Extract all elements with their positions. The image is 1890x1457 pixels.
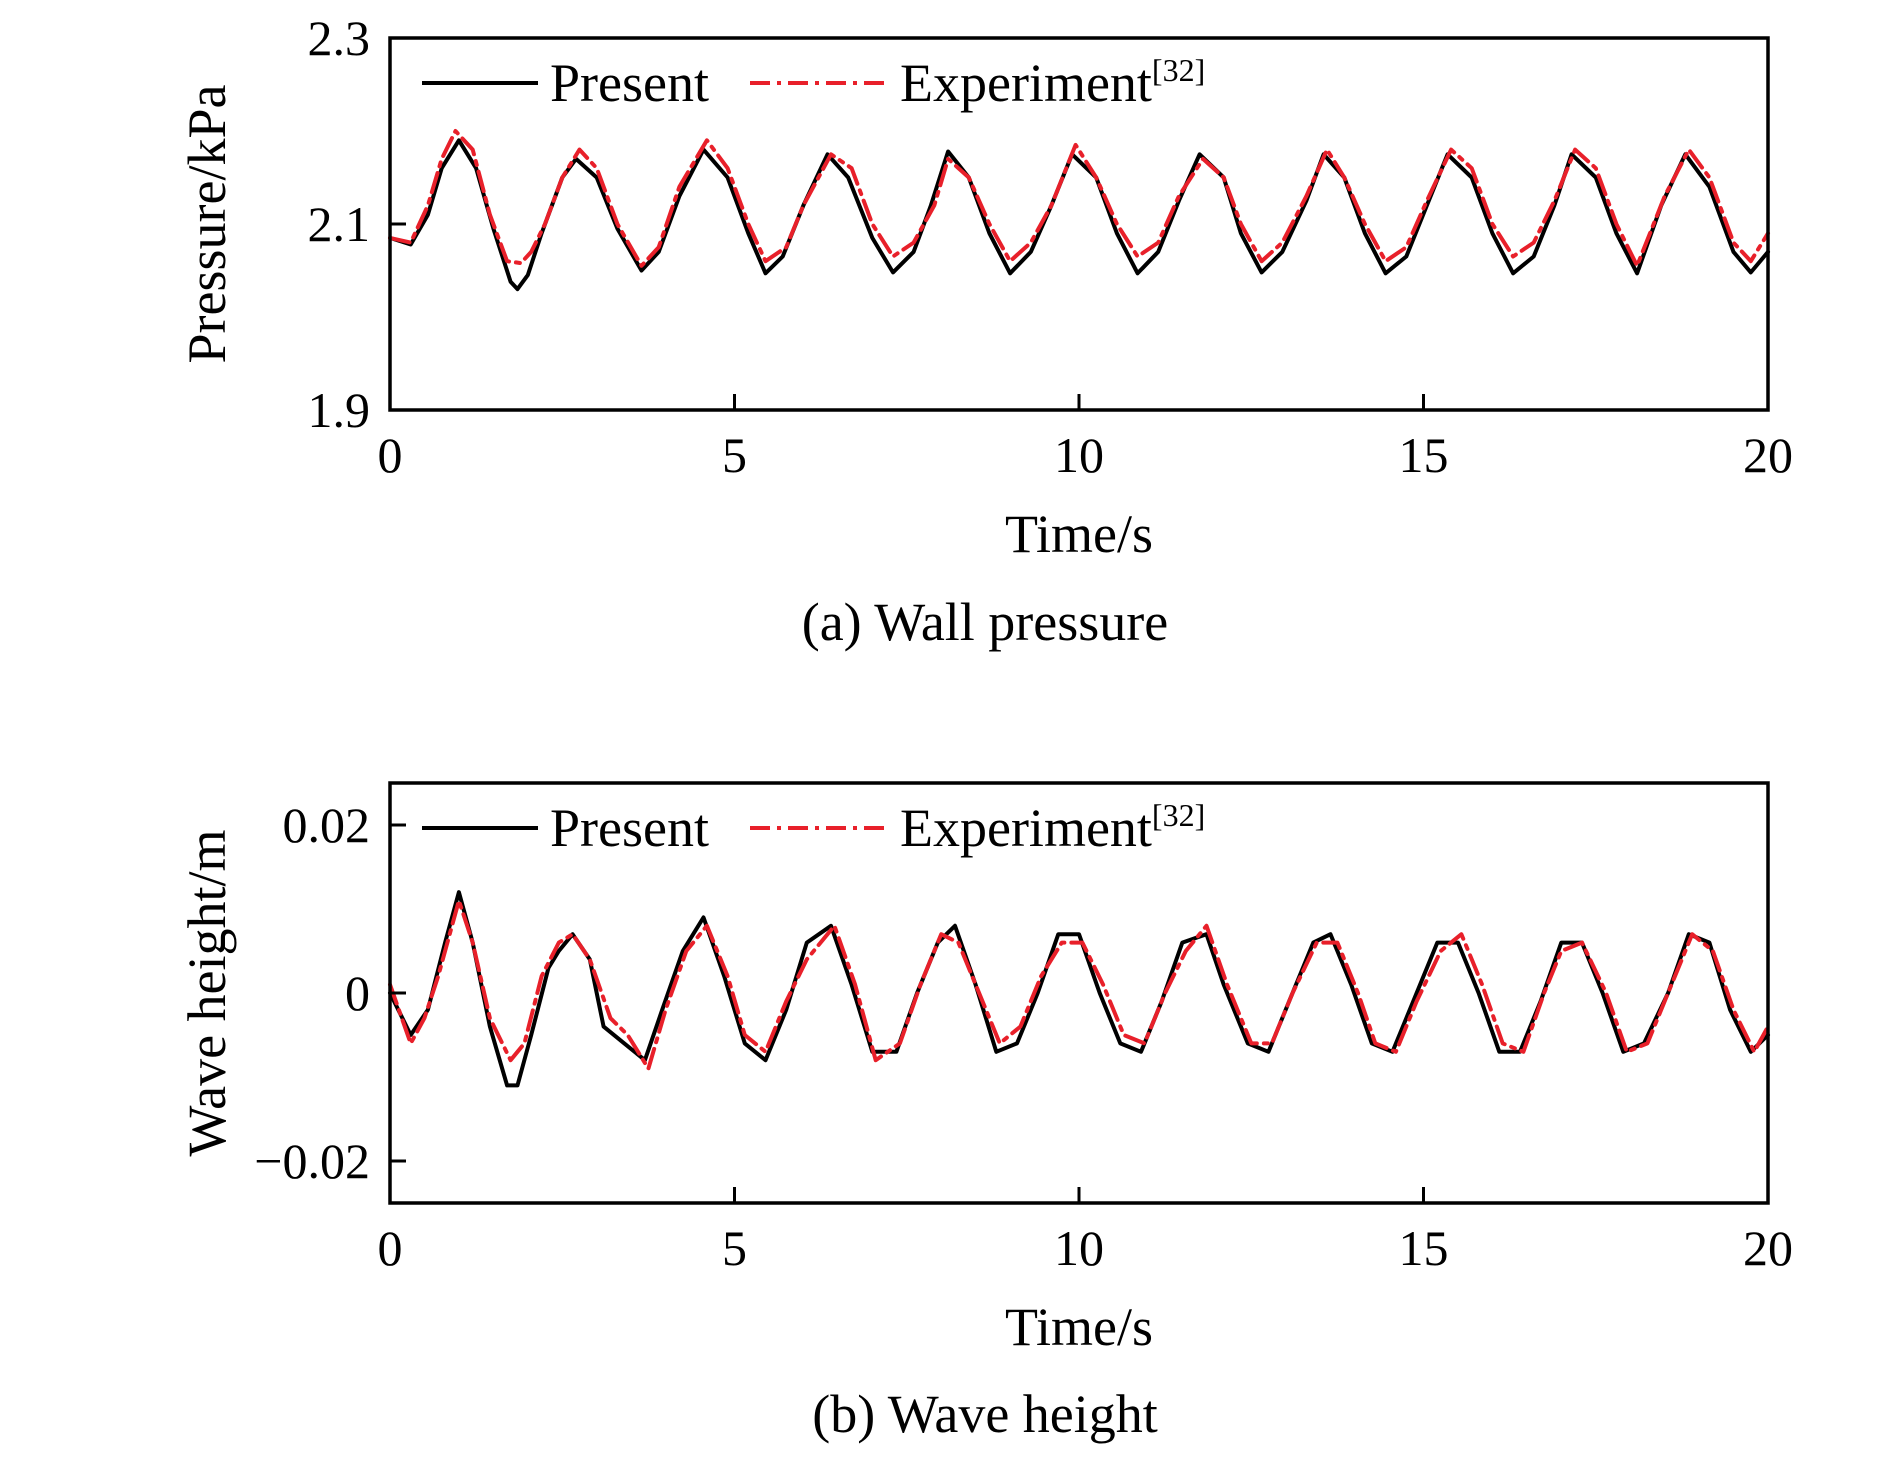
series-line-present: [388, 890, 1770, 1088]
x-tick-label: 0: [378, 427, 403, 483]
y-tick-label: 2.3: [308, 10, 371, 66]
legend-label-experiment: Experiment[32]: [900, 797, 1205, 858]
series-line-experiment: [388, 898, 1770, 1071]
y-tick-label: 2.1: [308, 196, 371, 252]
y-tick-label: 0.02: [283, 797, 371, 853]
series-line-experiment: [388, 129, 1770, 268]
legend-label-experiment-name: Experiment: [900, 798, 1152, 858]
plot-frame: [388, 781, 1770, 1205]
series-line-present: [388, 138, 1770, 292]
x-tick-label: 10: [1054, 427, 1104, 483]
x-tick-label: 15: [1399, 427, 1449, 483]
legend-label-present: Present: [550, 798, 709, 858]
x-axis-title: Time/s: [1005, 1297, 1153, 1357]
plot-frame: [388, 36, 1770, 412]
legend: Present Experiment[32]: [422, 797, 1205, 858]
series-layer: [388, 129, 1770, 292]
legend-label-present: Present: [550, 53, 709, 113]
x-tick-label: 0: [378, 1220, 403, 1276]
x-tick-label: 5: [722, 1220, 747, 1276]
y-tick-label: 1.9: [308, 382, 371, 438]
legend-label-experiment-ref: [32]: [1152, 797, 1205, 833]
legend-label-experiment: Experiment[32]: [900, 52, 1205, 113]
y-tick-label: −0.02: [254, 1133, 370, 1189]
legend: Present Experiment[32]: [422, 52, 1205, 113]
x-tick-label: 20: [1743, 427, 1793, 483]
panel-caption: (b) Wave height: [812, 1384, 1158, 1444]
x-axis-title: Time/s: [1005, 504, 1153, 564]
x-tick-label: 20: [1743, 1220, 1793, 1276]
legend-label-experiment-ref: [32]: [1152, 52, 1205, 88]
series-layer: [388, 890, 1770, 1088]
y-tick-label: 0: [345, 965, 370, 1021]
panel-caption: (a) Wall pressure: [802, 592, 1169, 652]
x-tick-label: 15: [1399, 1220, 1449, 1276]
ticks-layer: 0 5 10 15 20 1.9 2.1 2.3: [308, 10, 1794, 483]
y-axis-title: Wave height/m: [177, 829, 237, 1156]
panel-wall-pressure: 0 5 10 15 20 1.9 2.1 2.3 Present Experiment[32]…: [177, 10, 1793, 652]
legend-label-experiment-name: Experiment: [900, 53, 1152, 113]
x-tick-label: 10: [1054, 1220, 1104, 1276]
y-axis-title: Pressure/kPa: [177, 84, 237, 363]
x-tick-label: 5: [722, 427, 747, 483]
